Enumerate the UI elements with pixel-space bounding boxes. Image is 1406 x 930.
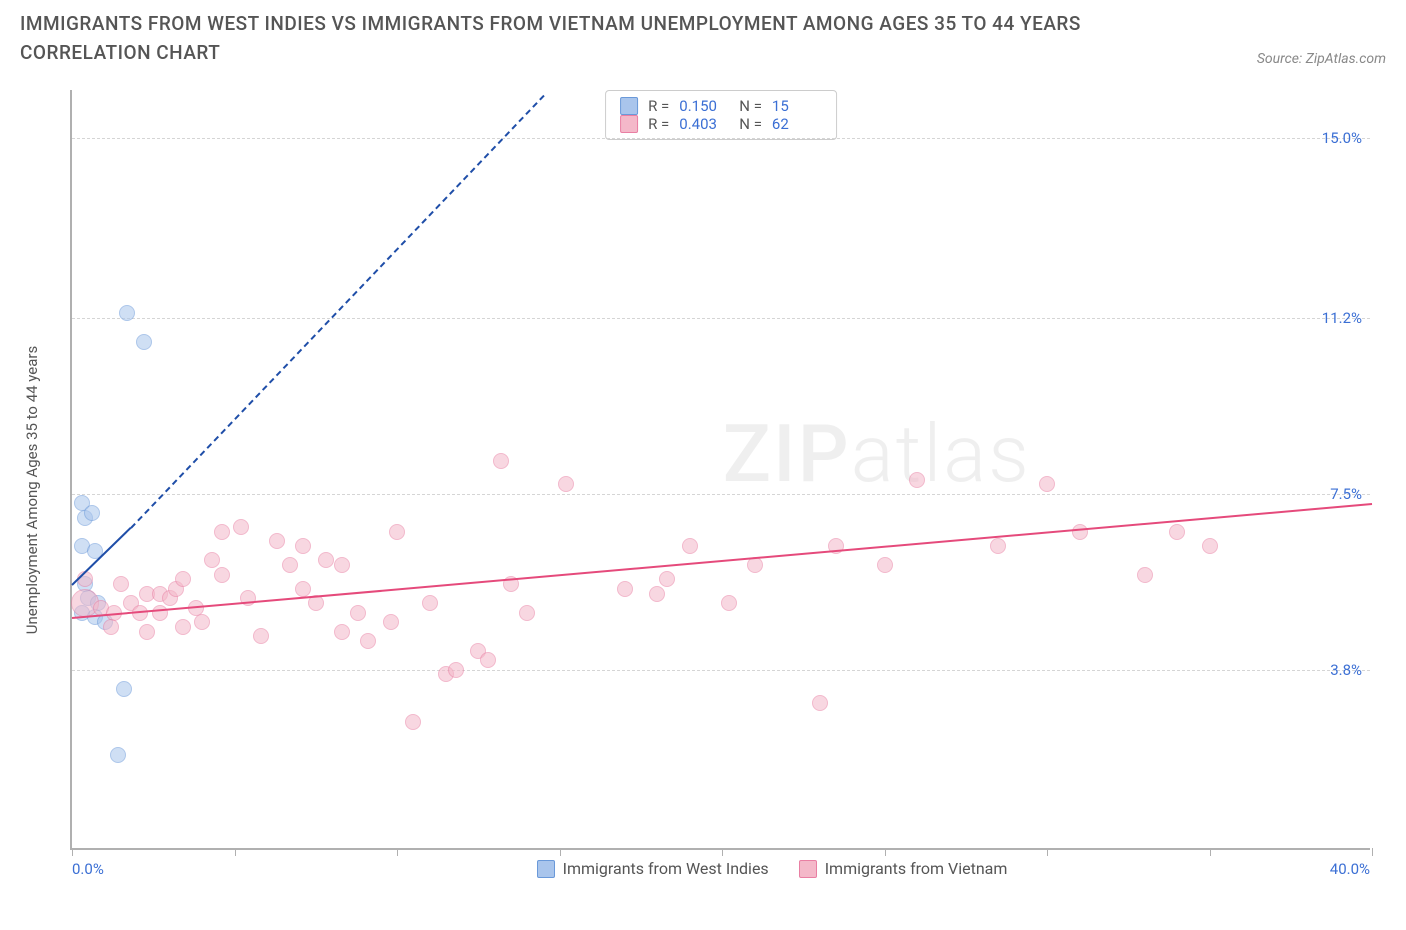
- chart-title: IMMIGRANTS FROM WEST INDIES VS IMMIGRANT…: [20, 10, 1170, 67]
- scatter-point: [295, 581, 311, 597]
- scatter-point: [1072, 524, 1088, 540]
- gridline-h: [72, 318, 1370, 319]
- y-tick-label: 7.5%: [1330, 485, 1362, 503]
- scatter-point: [1202, 538, 1218, 554]
- scatter-point: [649, 586, 665, 602]
- scatter-point: [110, 747, 126, 763]
- scatter-point: [1137, 567, 1153, 583]
- r-value-1: 0.403: [679, 115, 729, 133]
- legend-item-0-swatch: [537, 860, 555, 878]
- scatter-point: [422, 595, 438, 611]
- n-value-0: 15: [772, 97, 822, 115]
- scatter-point: [682, 538, 698, 554]
- scatter-point: [175, 571, 191, 587]
- n-value-1: 62: [772, 115, 822, 133]
- scatter-point: [877, 557, 893, 573]
- scatter-point: [119, 305, 135, 321]
- scatter-point: [116, 681, 132, 697]
- scatter-point: [295, 538, 311, 554]
- scatter-point: [990, 538, 1006, 554]
- x-axis-min-label: 0.0%: [72, 860, 104, 878]
- legend-item-1: Immigrants from Vietnam: [799, 859, 1008, 878]
- scatter-point: [334, 624, 350, 640]
- bottom-legend: Immigrants from West Indies Immigrants f…: [122, 859, 1406, 878]
- scatter-point: [405, 714, 421, 730]
- scatter-point: [175, 619, 191, 635]
- scatter-point: [448, 662, 464, 678]
- x-tick: [722, 848, 723, 856]
- scatter-point: [152, 605, 168, 621]
- y-tick-label: 3.8%: [1330, 661, 1362, 679]
- watermark: ZIPatlas: [723, 407, 1031, 501]
- scatter-point: [269, 533, 285, 549]
- gridline-h: [72, 670, 1370, 671]
- scatter-point: [214, 524, 230, 540]
- scatter-point: [84, 505, 100, 521]
- x-tick: [235, 848, 236, 856]
- scatter-point: [350, 605, 366, 621]
- y-tick-label: 15.0%: [1322, 129, 1362, 147]
- scatter-point: [389, 524, 405, 540]
- scatter-point: [909, 472, 925, 488]
- scatter-point: [558, 476, 574, 492]
- scatter-point: [214, 567, 230, 583]
- scatter-point: [139, 624, 155, 640]
- x-tick: [72, 848, 73, 856]
- scatter-point: [383, 614, 399, 630]
- scatter-point: [721, 595, 737, 611]
- legend-item-1-swatch: [799, 860, 817, 878]
- scatter-point: [480, 652, 496, 668]
- scatter-point: [493, 453, 509, 469]
- y-axis-label: Unemployment Among Ages 35 to 44 years: [23, 346, 41, 634]
- chart-source: Source: ZipAtlas.com: [1257, 51, 1386, 67]
- scatter-point: [519, 605, 535, 621]
- scatter-point: [318, 552, 334, 568]
- legend-item-0-label: Immigrants from West Indies: [563, 859, 769, 878]
- scatter-point: [204, 552, 220, 568]
- legend-item-1-label: Immigrants from Vietnam: [825, 859, 1008, 878]
- stats-box: R = 0.150 N = 15 R = 0.403 N = 62: [605, 90, 837, 140]
- x-tick: [560, 848, 561, 856]
- plot-area: ZIPatlas R = 0.150 N = 15 R = 0.403 N = …: [70, 90, 1370, 850]
- legend-swatch-1: [620, 115, 638, 133]
- r-value-0: 0.150: [679, 97, 729, 115]
- scatter-point: [113, 576, 129, 592]
- scatter-point: [360, 633, 376, 649]
- scatter-point: [1039, 476, 1055, 492]
- scatter-point: [812, 695, 828, 711]
- stats-row-series-1: R = 0.403 N = 62: [620, 115, 822, 133]
- x-tick: [1372, 848, 1373, 856]
- scatter-point: [1169, 524, 1185, 540]
- gridline-h: [72, 494, 1370, 495]
- scatter-point: [617, 581, 633, 597]
- x-tick: [1210, 848, 1211, 856]
- y-tick-label: 11.2%: [1322, 309, 1362, 327]
- x-tick: [397, 848, 398, 856]
- legend-item-0: Immigrants from West Indies: [537, 859, 769, 878]
- scatter-point: [334, 557, 350, 573]
- scatter-point: [253, 628, 269, 644]
- scatter-point: [233, 519, 249, 535]
- stats-row-series-0: R = 0.150 N = 15: [620, 97, 822, 115]
- scatter-point: [136, 334, 152, 350]
- scatter-point: [282, 557, 298, 573]
- x-tick: [885, 848, 886, 856]
- trendline-dashed: [130, 95, 544, 529]
- gridline-h: [72, 138, 1370, 139]
- scatter-point: [194, 614, 210, 630]
- scatter-point: [659, 571, 675, 587]
- legend-swatch-0: [620, 97, 638, 115]
- chart-container: Unemployment Among Ages 35 to 44 years Z…: [20, 80, 1386, 900]
- scatter-point: [103, 619, 119, 635]
- x-tick: [1047, 848, 1048, 856]
